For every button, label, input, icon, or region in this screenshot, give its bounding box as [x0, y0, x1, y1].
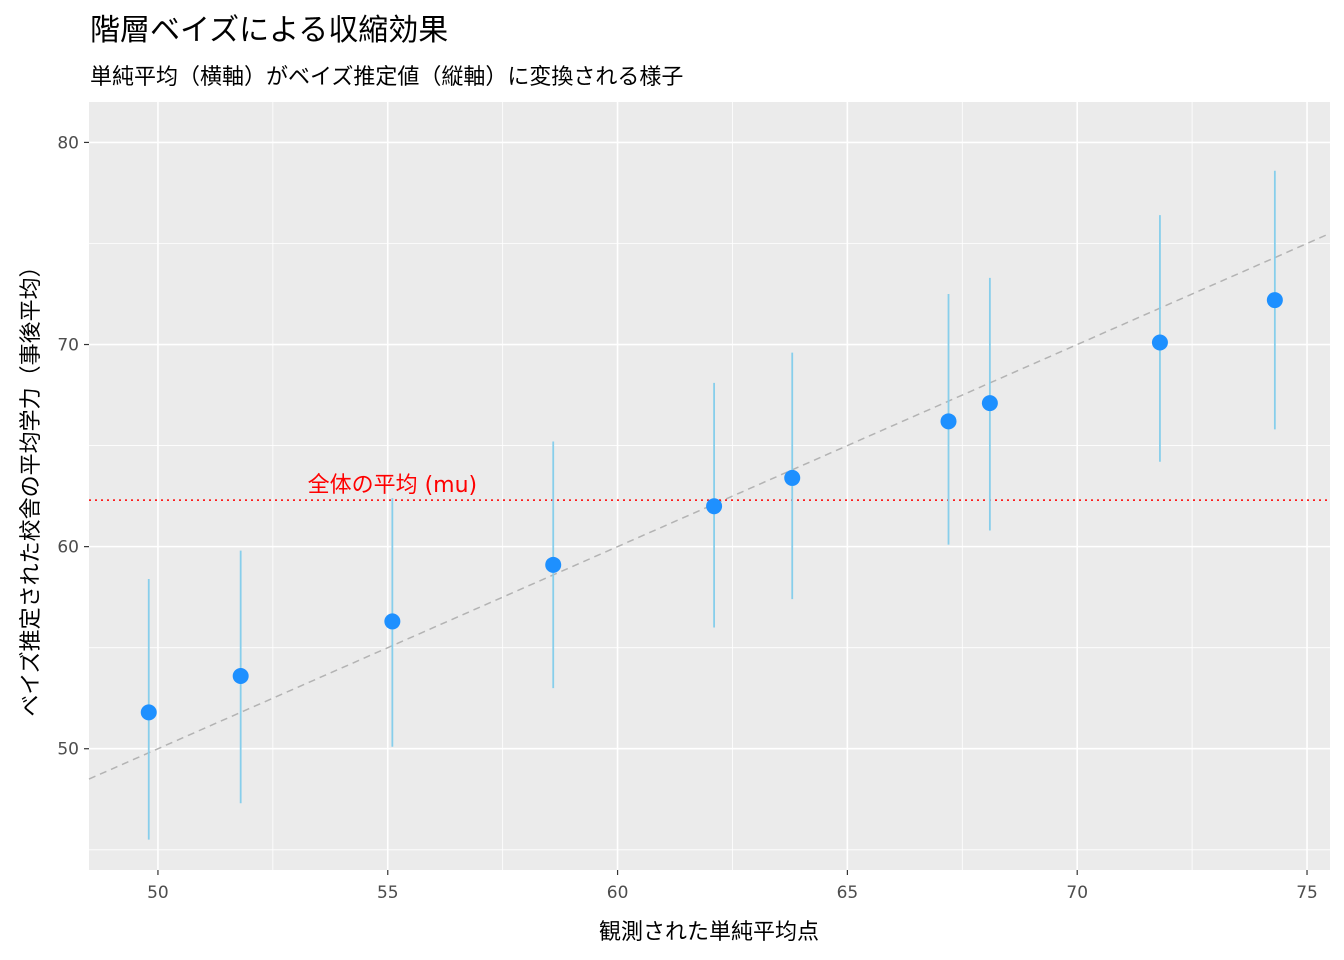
plot-panel — [89, 102, 1330, 870]
mean-line-label: 全体の平均 (mu) — [308, 473, 478, 498]
y-tick-label: 80 — [57, 133, 79, 153]
axis-ticks: 50 55 60 65 70 75 50 60 70 80 — [57, 133, 1317, 903]
x-tick-label: 65 — [837, 883, 859, 903]
x-axis-title: 観測された単純平均点 — [599, 920, 819, 945]
x-tick-label: 75 — [1296, 883, 1318, 903]
data-point — [384, 613, 401, 630]
x-tick-label: 55 — [377, 883, 399, 903]
chart-subtitle: 単純平均（横軸）がベイズ推定値（縦軸）に変換される様子 — [90, 65, 683, 90]
data-point — [940, 413, 957, 430]
data-point — [545, 556, 562, 573]
data-point — [140, 704, 157, 721]
data-marks — [140, 170, 1283, 840]
chart-title: 階層ベイズによる収縮効果 — [90, 13, 448, 48]
x-tick-label: 70 — [1066, 883, 1088, 903]
y-tick-label: 50 — [57, 740, 79, 760]
grid-lines — [89, 102, 1330, 870]
y-tick-label: 60 — [57, 538, 79, 558]
data-point — [981, 395, 998, 412]
data-point — [232, 667, 249, 684]
y-axis-title: ベイズ推定された校舎の平均学力（事後平均） — [19, 255, 44, 716]
x-tick-label: 60 — [607, 883, 629, 903]
x-tick-label: 50 — [147, 883, 169, 903]
data-point — [1266, 292, 1283, 309]
y-tick-label: 70 — [57, 336, 79, 356]
mean-line: 全体の平均 (mu) — [89, 473, 1330, 501]
data-point — [784, 469, 801, 486]
data-point — [706, 498, 723, 515]
data-point — [1151, 334, 1168, 351]
